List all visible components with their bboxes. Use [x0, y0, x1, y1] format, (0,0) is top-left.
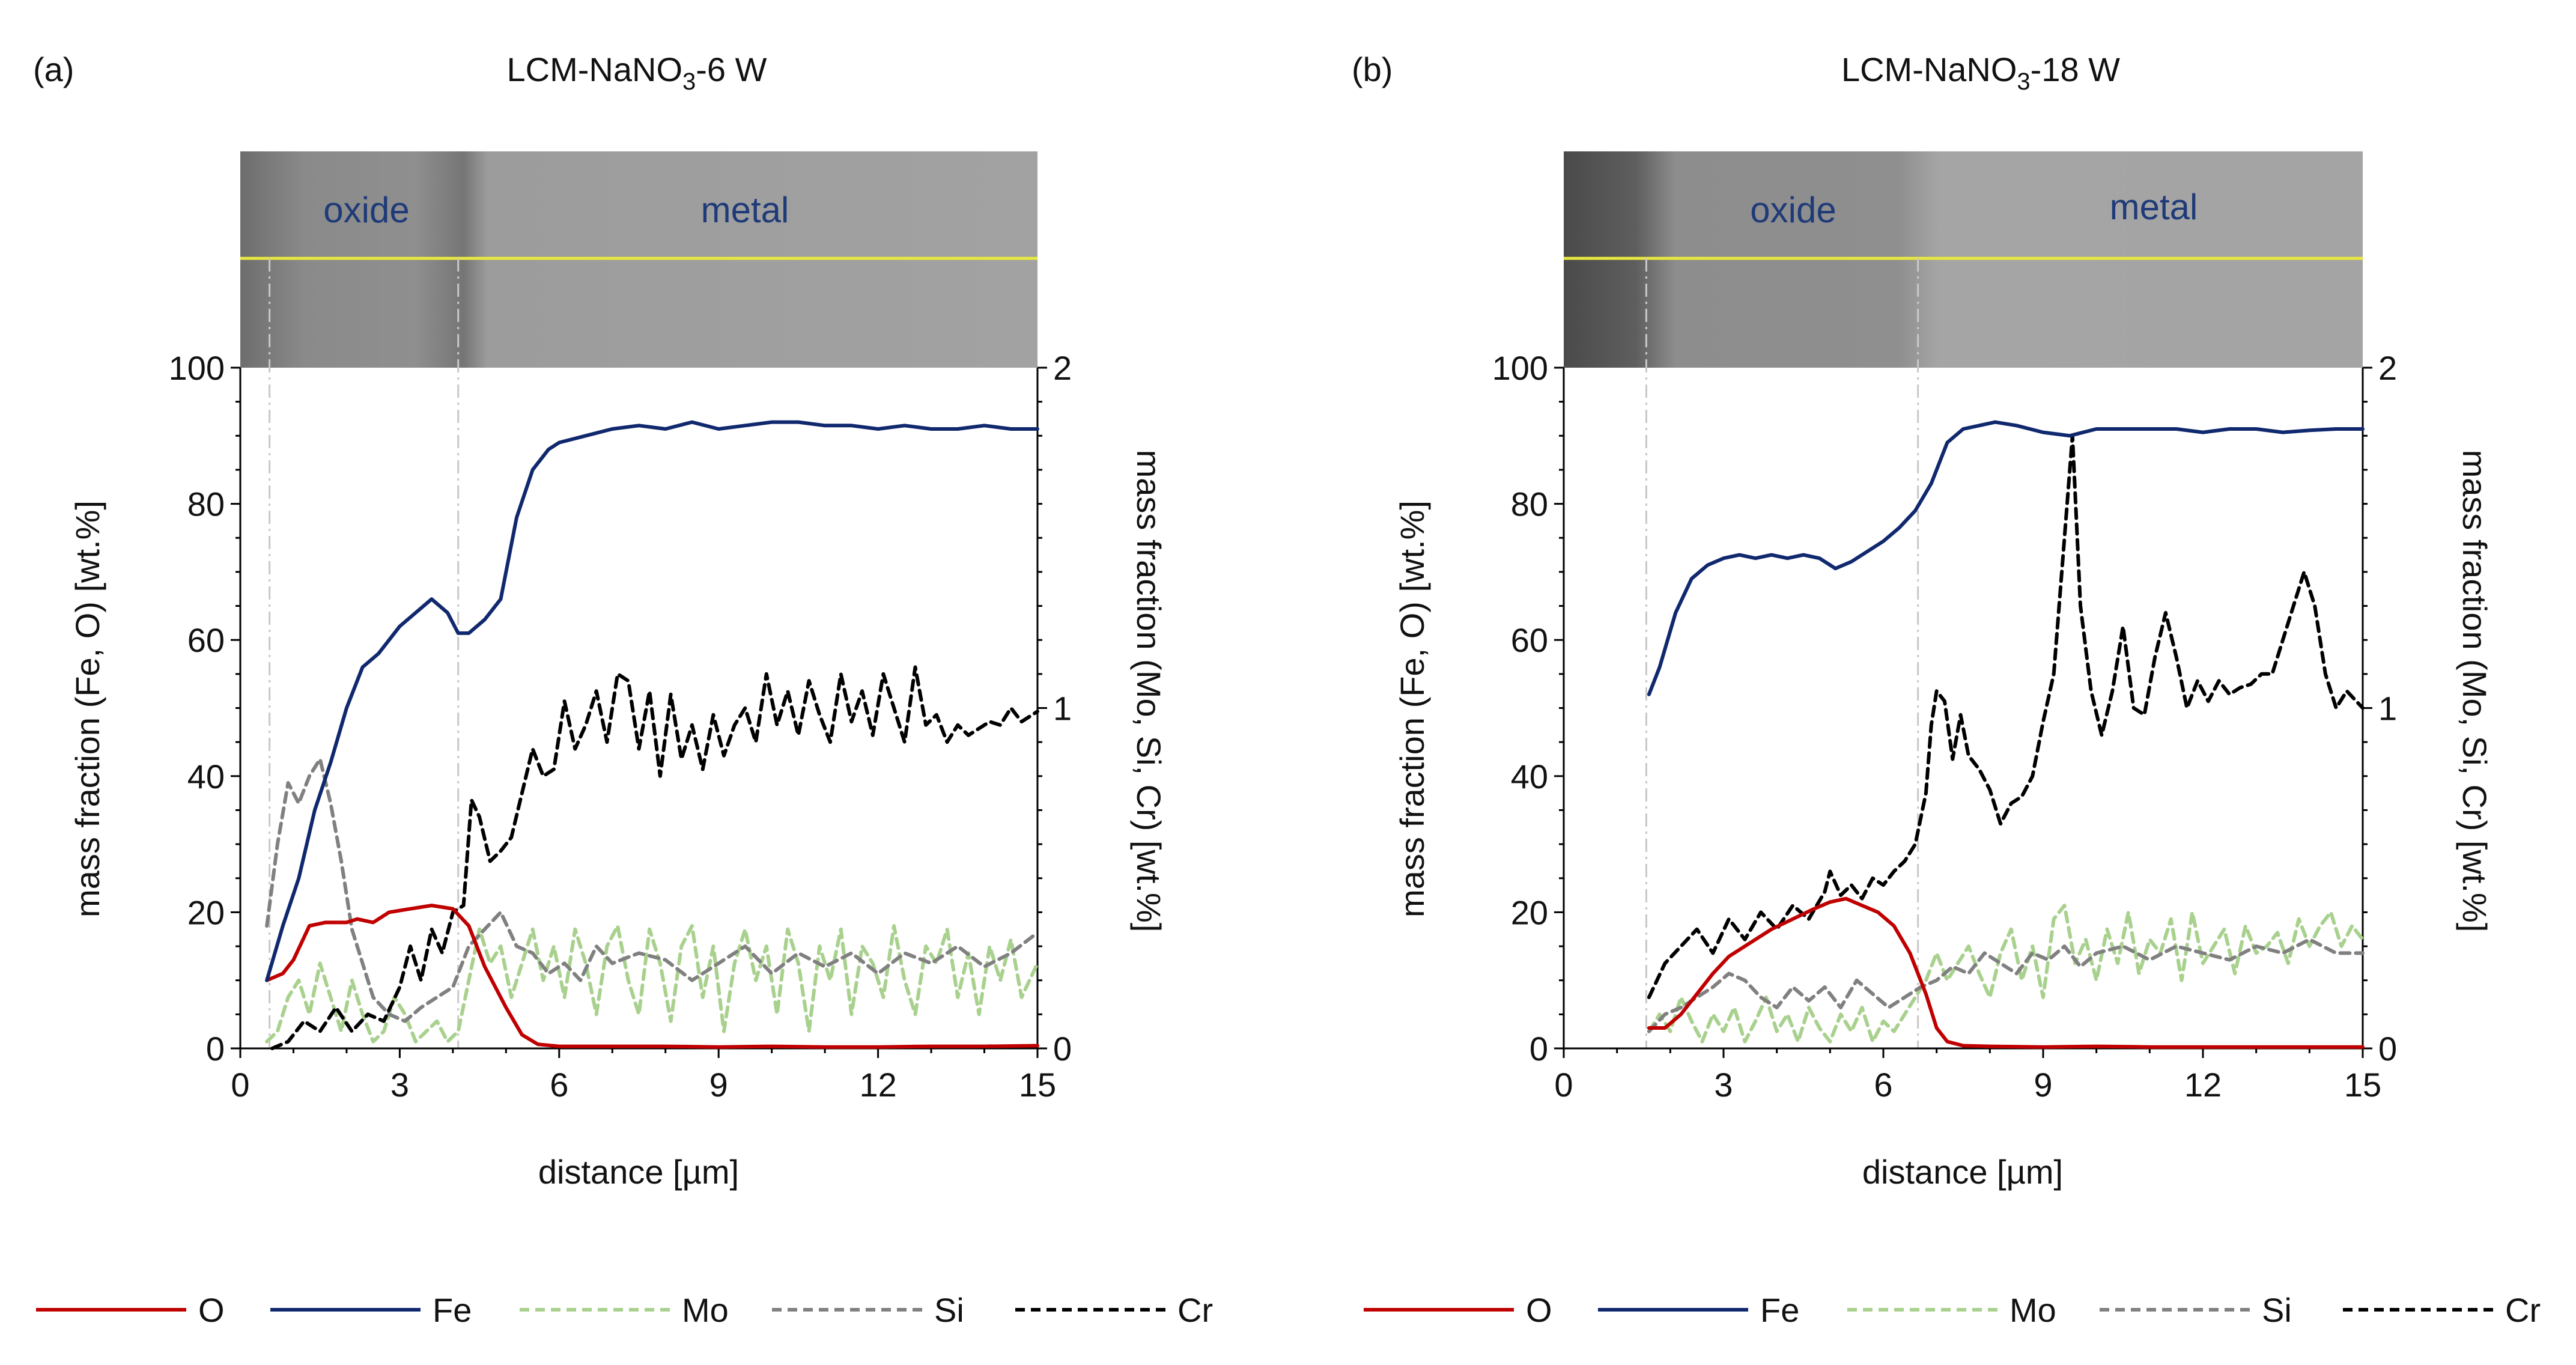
legend-a-label-o: O — [198, 1291, 225, 1329]
panel-b-y-tick-label: 60 — [1511, 621, 1548, 659]
legend-a-label-fe: Fe — [433, 1291, 472, 1329]
panel-a-x-tick-label: 12 — [859, 1066, 896, 1104]
panel-a-y-tick-label: 60 — [187, 621, 225, 659]
panel-a-x-tick-label: 0 — [231, 1066, 249, 1104]
panel-a: (a) LCM-NaNO3-6 W oxide metal 0204060801… — [33, 50, 1168, 1191]
panel-b-series-cr — [1647, 434, 2365, 999]
panel-b-x-tick-label: 0 — [1554, 1066, 1573, 1104]
panel-a-series-si — [265, 757, 1039, 1023]
panel-a-y-tick-label: 0 — [206, 1030, 225, 1068]
panel-a-x-tick-label: 6 — [550, 1066, 568, 1104]
panel-a-series-o — [265, 904, 1039, 1049]
panel-b-x-tick-label: 3 — [1714, 1066, 1733, 1104]
panel-a-series-cr — [270, 665, 1039, 1050]
panel-b-title: LCM-NaNO3-18 W — [1841, 50, 2120, 95]
panel-a-title: LCM-NaNO3-6 W — [507, 50, 767, 95]
panel-a-y2-tick-label: 1 — [1053, 690, 1072, 728]
panel-a-series-mo — [265, 924, 1039, 1044]
panel-b-y2-tick-label: 1 — [2378, 690, 2397, 728]
panel-b-series-mo — [1647, 904, 2365, 1044]
panel-a-y-axis-label: mass fraction (Fe, O) [wt.%] — [68, 500, 106, 917]
panel-b-y-tick-label: 20 — [1511, 893, 1548, 931]
panel-a-label: (a) — [33, 50, 74, 88]
panel-a-y-tick-label: 100 — [169, 349, 225, 387]
panel-b-y-axis-label: mass fraction (Fe, O) [wt.%] — [1393, 500, 1431, 917]
panel-b-y-tick-label: 80 — [1511, 485, 1548, 523]
panel-a-oxide-label: oxide — [323, 190, 409, 230]
panel-a-x-tick-label: 9 — [709, 1066, 728, 1104]
panel-a-x-tick-label: 15 — [1019, 1066, 1056, 1104]
legend-a-label-si: Si — [934, 1291, 964, 1329]
panel-b-metal-label: metal — [2110, 187, 2198, 227]
panel-a-y2-tick-label: 0 — [1053, 1030, 1072, 1068]
legend-b: O Fe Mo Si Cr — [1364, 1291, 2541, 1329]
legend-b-label-cr: Cr — [2505, 1291, 2541, 1329]
panel-b-oxide-label: oxide — [1750, 190, 1836, 230]
legend-a-label-cr: Cr — [1177, 1291, 1213, 1329]
panel-a-y2-axis-label: mass fraction (Mo, Si, Cr) [wt.%] — [1130, 450, 1168, 932]
panel-b-y2-axis-label: mass fraction (Mo, Si, Cr) [wt.%] — [2456, 450, 2494, 932]
panel-b-y-tick-label: 0 — [1530, 1030, 1548, 1068]
legend-a-label-mo: Mo — [682, 1291, 729, 1329]
panel-a-y-tick-label: 20 — [187, 893, 225, 931]
panel-b-series-si — [1647, 937, 2365, 1033]
panel-a-x-tick-label: 3 — [390, 1066, 409, 1104]
panel-a-y-tick-label: 40 — [187, 758, 225, 795]
legend-a: O Fe Mo Si Cr — [36, 1291, 1213, 1329]
panel-b-x-axis-label: distance [µm] — [1862, 1153, 2063, 1191]
legend-b-label-fe: Fe — [1760, 1291, 1799, 1329]
panel-a-y-tick-label: 80 — [187, 485, 225, 523]
panel-b-series-fe — [1647, 420, 2365, 696]
panel-b-label: (b) — [1352, 50, 1393, 88]
panel-b-y2-tick-label: 2 — [2378, 349, 2397, 387]
panel-a-metal-label: metal — [701, 190, 789, 230]
panel-b-x-tick-label: 9 — [2034, 1066, 2052, 1104]
panel-a-series-fe — [265, 420, 1039, 982]
legend-b-label-o: O — [1526, 1291, 1552, 1329]
panel-b-series-o — [1647, 896, 2365, 1049]
panel-b-x-tick-label: 15 — [2344, 1066, 2381, 1104]
panel-b-y2-tick-label: 0 — [2378, 1030, 2397, 1068]
legend-b-label-si: Si — [2262, 1291, 2292, 1329]
legend-b-label-mo: Mo — [2009, 1291, 2056, 1329]
panel-a-y2-tick-label: 2 — [1053, 349, 1072, 387]
panel-b-x-tick-label: 12 — [2184, 1066, 2222, 1104]
panel-b-y-tick-label: 40 — [1511, 758, 1548, 795]
panel-b-y-tick-label: 100 — [1492, 349, 1548, 387]
panel-a-x-axis-label: distance [µm] — [538, 1153, 739, 1191]
panel-b: (b) LCM-NaNO3-18 W oxide metal 020406080… — [1352, 50, 2494, 1191]
panel-b-x-tick-label: 6 — [1874, 1066, 1892, 1104]
